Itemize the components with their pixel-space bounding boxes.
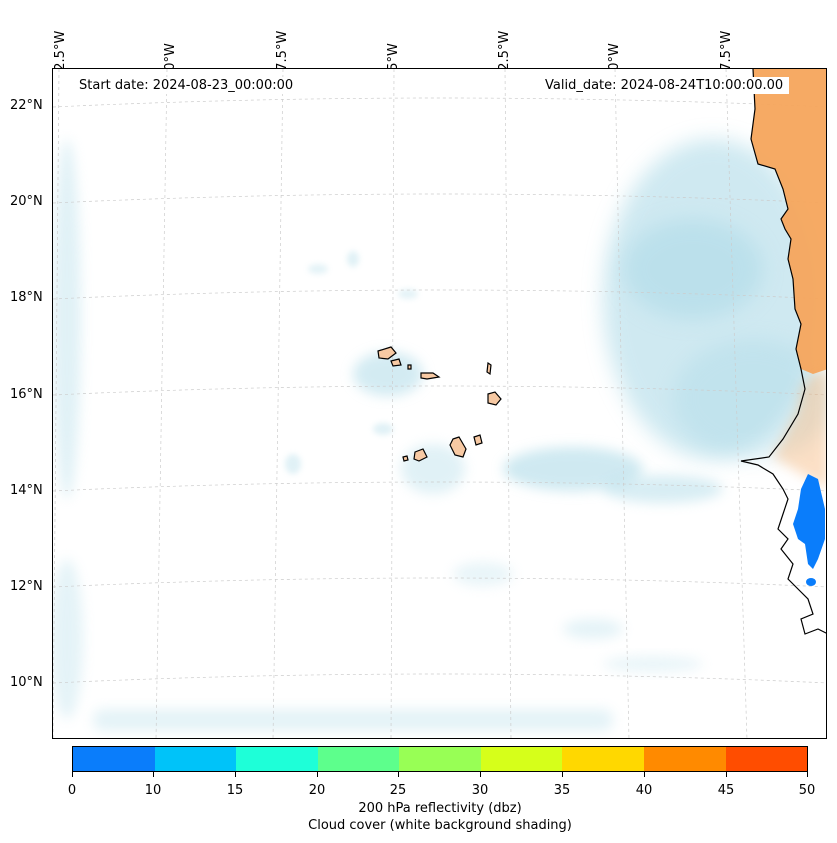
colorbar-tick-mark [398, 772, 399, 777]
colorbar-label-cloud-cover: Cloud cover (white background shading) [308, 818, 572, 833]
colorbar-tick-0: 0 [67, 783, 77, 798]
africa-land-south-fade [773, 369, 826, 488]
colorbar-tick-30: 30 [471, 783, 489, 798]
colorbar-tick-mark [644, 772, 645, 777]
reflectivity-cell-small [806, 578, 816, 586]
lat-label-22n: 22°N [10, 98, 43, 113]
colorbar-segment-15-20 [236, 747, 318, 771]
colorbar-tick-mark [317, 772, 318, 777]
africa-coastline [740, 69, 826, 635]
colorbar-segment-10-15 [154, 747, 237, 771]
colorbar-tick-45: 45 [717, 783, 735, 798]
reflectivity-cell [793, 474, 825, 569]
colorbar-tick-mark [480, 772, 481, 777]
lat-label-10n: 10°N [10, 675, 43, 690]
map-area [52, 68, 827, 739]
africa-land-north [751, 69, 826, 374]
lat-label-14n: 14°N [10, 483, 43, 498]
valid-date-label: Valid_date: 2024-08-24T10:00:00.00 [539, 77, 790, 94]
colorbar-label-reflectivity: 200 hPa reflectivity (dbz) [358, 801, 522, 816]
colorbar-tick-20: 20 [308, 783, 326, 798]
colorbar-tick-mark [562, 772, 563, 777]
colorbar-segment-45-50 [725, 747, 808, 771]
lat-label-20n: 20°N [10, 194, 43, 209]
lat-label-12n: 12°N [10, 579, 43, 594]
colorbar-tick-35: 35 [553, 783, 571, 798]
colorbar-tick-mark [807, 772, 808, 777]
colorbar-segment-40-45 [643, 747, 726, 771]
colorbar-tick-10: 10 [144, 783, 162, 798]
colorbar-tick-mark [235, 772, 236, 777]
colorbar-tick-mark [726, 772, 727, 777]
map-canvas [53, 69, 826, 738]
lat-label-16n: 16°N [10, 387, 43, 402]
start-date-label: Start date: 2024-08-23_00:00:00 [73, 77, 300, 94]
colorbar-tick-25: 25 [389, 783, 407, 798]
colorbar-segment-0-10 [73, 747, 155, 771]
lat-label-18n: 18°N [10, 290, 43, 305]
colorbar [72, 746, 808, 772]
graticule-lines [53, 69, 826, 738]
colorbar-segment-20-25 [317, 747, 400, 771]
colorbar-segment-35-40 [562, 747, 644, 771]
colorbar-tick-40: 40 [635, 783, 653, 798]
cape-verde-islands [377, 346, 502, 462]
cloud-cover-shading [53, 139, 826, 731]
colorbar-tick-mark [72, 772, 73, 777]
colorbar-segment-25-30 [399, 747, 481, 771]
colorbar-tick-15: 15 [226, 783, 244, 798]
colorbar-tick-mark [153, 772, 154, 777]
colorbar-segment-30-35 [480, 747, 563, 771]
colorbar-tick-50: 50 [798, 783, 816, 798]
